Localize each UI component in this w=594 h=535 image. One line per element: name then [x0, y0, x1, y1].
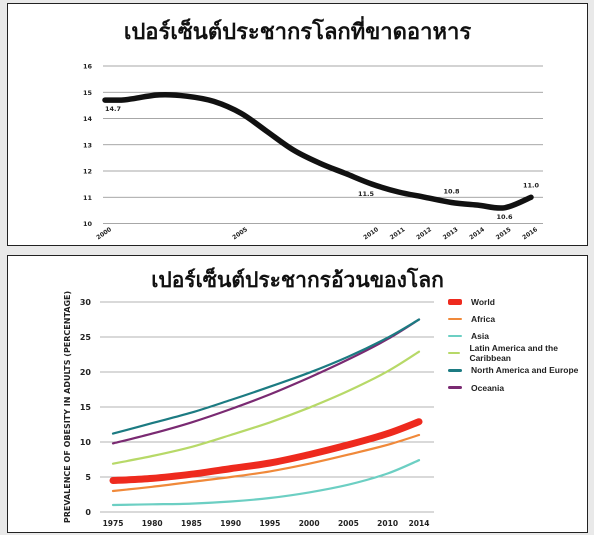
x-tick-label: 1980	[142, 519, 163, 528]
x-tick-label: 1975	[103, 519, 124, 528]
obesity-series-line-oceania	[111, 318, 421, 445]
x-tick-label: 2014	[409, 519, 430, 528]
legend-swatch	[448, 317, 462, 321]
x-tick-label: 2012	[415, 226, 433, 241]
obesity-chart-title: เปอร์เซ็นต์ประชากรอ้วนของโลก	[151, 268, 444, 292]
y-tick-label: 10	[83, 220, 93, 228]
data-label: 10.6	[496, 213, 513, 221]
undernourishment-gridlines	[103, 65, 543, 224]
legend-item: Latin America and the Caribbean	[448, 343, 587, 364]
obesity-line-chart: 0 5 10 15 20 25 30 1975 1980 1985 1990 1995 2000 2005…	[63, 291, 434, 528]
legend-label: North America and Europe	[471, 365, 579, 376]
x-tick-label: 2005	[338, 519, 359, 528]
data-label: 11.0	[523, 181, 540, 189]
legend-swatch	[448, 334, 462, 338]
legend-label: Oceania	[471, 382, 505, 393]
y-tick-label: 12	[83, 168, 92, 176]
y-tick-label: 11	[83, 194, 93, 202]
legend-item: Asia	[448, 327, 587, 344]
x-tick-label: 2014	[468, 226, 486, 241]
undernourishment-line-chart: 10 11 12 13 14 15 16 2000 2005 2010 2011 2012 2013 20…	[83, 63, 543, 241]
obesity-series-line-latin-america-and-the-caribbean	[111, 350, 421, 465]
legend-item: North America and Europe	[448, 362, 587, 379]
legend-label: Latin America and the Caribbean	[469, 343, 558, 364]
obesity-legend: World Africa Asia Latin America and the Car…	[448, 293, 587, 396]
x-tick-label: 2000	[95, 226, 113, 241]
x-tick-label: 2013	[442, 226, 460, 241]
undernourishment-chart-panel: เปอร์เซ็นต์ประชากรโลกที่ขาดอาหาร 10 11 12 1…	[7, 3, 588, 246]
undernourishment-series-line	[102, 91, 534, 211]
y-axis-label: PREVALENCE OF OBESITY IN ADULTS (PERCENT…	[63, 291, 72, 523]
x-tick-label: 2005	[231, 226, 249, 241]
data-label: 11.5	[358, 190, 375, 198]
x-tick-label: 2000	[299, 519, 320, 528]
y-tick-label: 0	[85, 508, 91, 517]
legend-label: World	[471, 296, 495, 307]
legend-swatch	[448, 369, 462, 372]
obesity-series-line-asia	[111, 459, 421, 507]
x-tick-label: 2016	[521, 226, 539, 241]
y-tick-label: 15	[83, 89, 93, 97]
legend-item: Oceania	[448, 379, 587, 396]
legend-swatch	[448, 351, 461, 355]
data-label: 14.7	[105, 105, 121, 113]
undernourishment-chart-title: เปอร์เซ็นต์ประชากรโลกที่ขาดอาหาร	[123, 20, 472, 45]
x-tick-label: 2011	[389, 226, 407, 241]
legend-item: Africa	[448, 310, 587, 327]
legend-swatch	[448, 298, 462, 305]
y-tick-label: 14	[83, 115, 93, 123]
obesity-chart-panel: เปอร์เซ็นต์ประชากรอ้วนของโลก 0 5 10 15 20 25 3…	[7, 255, 588, 533]
y-tick-label: 25	[80, 333, 92, 342]
y-tick-label: 20	[80, 368, 92, 377]
y-tick-label: 10	[80, 438, 92, 447]
legend-label: Africa	[471, 313, 496, 324]
obesity-series-line-north-america-and-europe	[111, 318, 421, 435]
data-label: 10.8	[443, 188, 460, 196]
y-tick-label: 13	[83, 141, 92, 149]
x-tick-label: 1985	[181, 519, 202, 528]
legend-label: Asia	[471, 330, 489, 341]
x-tick-label: 2010	[362, 226, 380, 241]
x-tick-label: 2010	[377, 519, 398, 528]
x-tick-label: 2015	[495, 226, 513, 241]
x-tick-label: 1995	[259, 519, 280, 528]
x-tick-label: 1990	[220, 519, 241, 528]
obesity-series-line-world	[109, 418, 423, 484]
y-tick-label: 5	[85, 473, 91, 482]
y-tick-label: 16	[83, 63, 93, 71]
legend-item: World	[448, 293, 587, 310]
obesity-series-line-africa	[111, 433, 421, 493]
legend-swatch	[448, 386, 462, 389]
y-tick-label: 15	[80, 403, 92, 412]
y-tick-label: 30	[80, 298, 92, 307]
